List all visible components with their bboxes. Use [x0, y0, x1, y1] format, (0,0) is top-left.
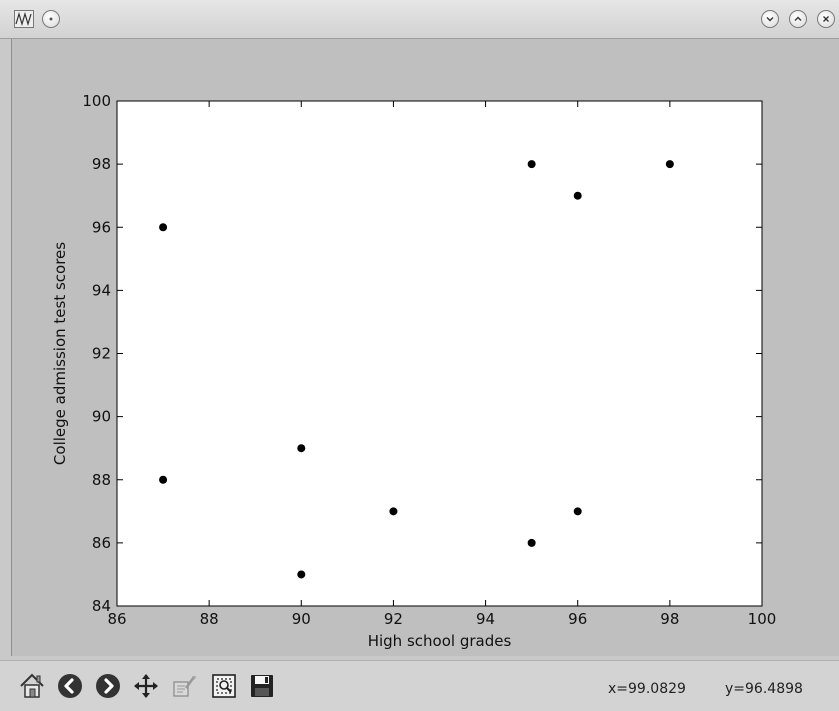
y-tick-label: 100: [82, 92, 111, 110]
forward-icon: [96, 674, 120, 698]
data-point: [297, 444, 306, 453]
x-tick-label: 92: [384, 610, 403, 628]
zoom-rect-button[interactable]: [209, 671, 239, 701]
y-tick-label: 94: [92, 281, 111, 299]
window-menu-button[interactable]: [42, 10, 60, 28]
pan-icon: [134, 674, 158, 698]
x-coordinate-readout: x=99.0829: [608, 681, 686, 697]
maximize-button[interactable]: [789, 10, 807, 28]
y-coordinate-readout: y=96.4898: [725, 681, 803, 697]
save-icon: [251, 675, 273, 697]
figure-canvas[interactable]: 86 88 90 92 94 96 98 100 84 86 88 90 92 94 96 98 100 Hig…: [11, 39, 839, 656]
y-tick-label: 98: [92, 155, 111, 173]
y-axis-label: College admission test scores: [51, 242, 69, 465]
data-point: [527, 160, 536, 169]
configure-subplots-icon: [173, 676, 196, 697]
save-button[interactable]: [247, 671, 277, 701]
home-button[interactable]: [17, 671, 47, 701]
axis-ticks: [116, 100, 763, 607]
x-tick-label: 88: [200, 610, 219, 628]
configure-subplots-button[interactable]: [169, 671, 199, 701]
forward-button[interactable]: [93, 671, 123, 701]
data-point: [665, 160, 674, 169]
x-tick-label: 98: [660, 610, 679, 628]
data-point: [159, 223, 168, 232]
chevron-down-icon: [766, 17, 774, 22]
x-tick-label: 90: [292, 610, 311, 628]
y-tick-label: 92: [92, 345, 111, 363]
y-tick-label: 90: [92, 408, 111, 426]
home-icon: [20, 673, 44, 698]
data-point: [159, 475, 168, 484]
back-button[interactable]: [55, 671, 85, 701]
y-tick-label: 88: [92, 471, 111, 489]
x-tick-label: 94: [476, 610, 495, 628]
navigation-toolbar: x=99.0829 y=96.4898: [0, 660, 839, 711]
title-bar: [0, 0, 839, 39]
zoom-rect-icon: [212, 674, 236, 698]
data-point: [527, 538, 536, 547]
pan-button[interactable]: [131, 671, 161, 701]
y-tick-label: 86: [92, 534, 111, 552]
close-button[interactable]: [817, 10, 835, 28]
x-tick-label: 86: [107, 610, 126, 628]
plot-area: [116, 100, 763, 607]
dot-icon: [49, 17, 53, 21]
minimize-button[interactable]: [761, 10, 779, 28]
data-point: [389, 507, 398, 516]
x-tick-label: 96: [568, 610, 587, 628]
chevron-up-icon: [794, 16, 802, 21]
app-icon: [14, 10, 34, 28]
data-point: [297, 570, 306, 579]
x-tick-label: 100: [748, 610, 777, 628]
x-axis-label: High school grades: [368, 632, 512, 650]
y-tick-label: 96: [92, 218, 111, 236]
data-point: [573, 507, 582, 516]
data-point: [573, 191, 582, 200]
data-points: [159, 160, 674, 579]
back-icon: [58, 674, 82, 698]
y-tick-label: 84: [92, 597, 111, 615]
close-icon: [823, 16, 829, 22]
